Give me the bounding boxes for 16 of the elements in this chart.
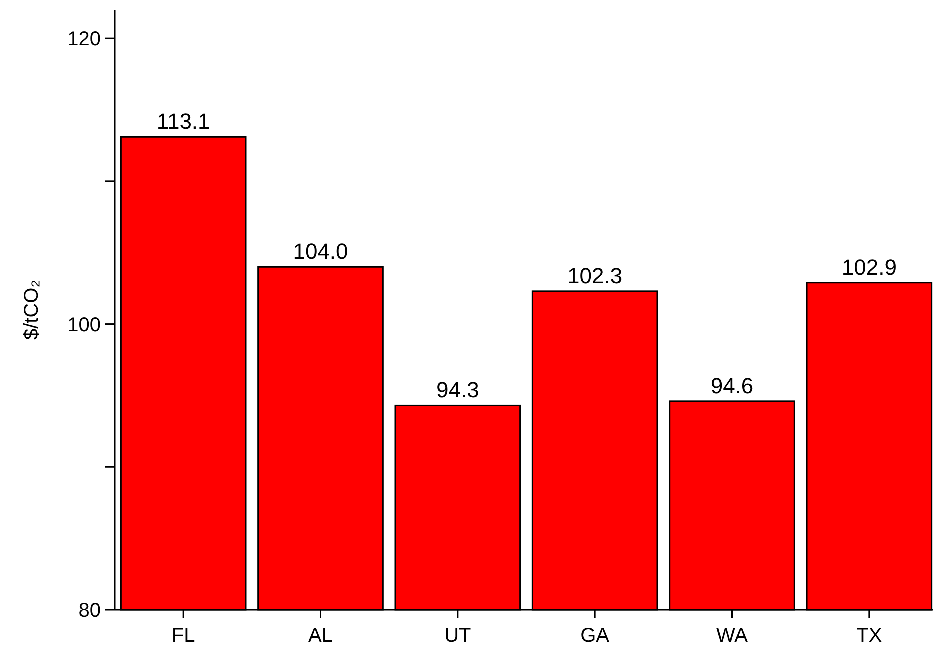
x-tick-label: TX — [856, 625, 882, 647]
x-tick-label: WA — [716, 625, 749, 647]
y-tick-label: 100 — [68, 314, 101, 336]
data-label: 104.0 — [293, 239, 348, 264]
data-label: 102.9 — [842, 254, 897, 280]
x-tick-label: FL — [172, 625, 196, 647]
y-tick-label: 80 — [78, 600, 101, 622]
data-label: 102.3 — [568, 263, 623, 288]
data-label: 113.1 — [156, 109, 210, 134]
y-tick-label: 120 — [68, 28, 101, 51]
x-tick-label: AL — [308, 625, 333, 647]
data-label: 94.6 — [710, 373, 754, 398]
data-label: 94.3 — [436, 378, 480, 403]
y-axis-title: $/tCO₂ — [21, 280, 43, 340]
x-tick-label: UT — [444, 625, 472, 647]
x-tick-label: GA — [580, 625, 610, 647]
